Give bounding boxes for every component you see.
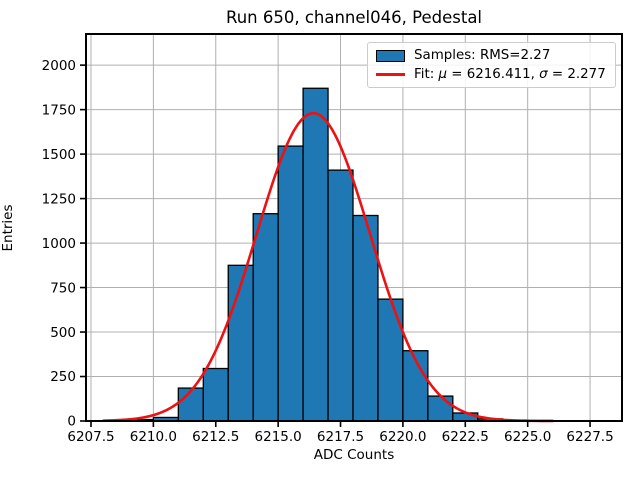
y-tick-label: 1750 xyxy=(42,102,76,118)
x-tick-label: 6227.5 xyxy=(566,429,613,445)
x-tick-label: 6207.5 xyxy=(67,429,114,445)
y-tick-label: 750 xyxy=(50,280,76,296)
y-tick-label: 1250 xyxy=(42,191,76,207)
x-tick-label: 6225.0 xyxy=(504,429,551,445)
x-tick-label: 6217.5 xyxy=(317,429,364,445)
fit-curve xyxy=(102,111,554,423)
histogram-bar xyxy=(227,264,254,422)
histogram-bar xyxy=(177,387,204,422)
fit-line-swatch xyxy=(376,73,405,76)
y-tick-label: 1000 xyxy=(42,236,76,252)
histogram-patch-swatch xyxy=(376,49,405,62)
histogram-bar xyxy=(327,169,354,422)
y-tick-label: 250 xyxy=(50,369,76,385)
y-tick-label: 500 xyxy=(50,325,76,341)
histogram-bar xyxy=(377,298,404,422)
x-tick-label: 6212.5 xyxy=(192,429,239,445)
histogram-bar xyxy=(427,395,454,422)
histogram-bar xyxy=(252,213,279,422)
x-tick-label: 6220.0 xyxy=(379,429,426,445)
y-tick-label: 2000 xyxy=(42,58,76,74)
x-tick-label: 6210.0 xyxy=(130,429,177,445)
x-tick-labels: 6207.5 6210.0 6212.5 6215.0 6217.5 6220.0 6222… xyxy=(67,422,614,445)
y-tick-labels: 0 250 500 750 1000 1250 1500 1750 2000 xyxy=(42,58,85,430)
y-axis-label: Entries xyxy=(0,204,16,252)
legend-item-fit: Fit: μ = 6216.411, σ = 2.277 xyxy=(376,65,607,84)
y-tick-label: 0 xyxy=(67,414,76,430)
axes-frame xyxy=(85,33,623,422)
legend-item-samples: Samples: RMS=2.27 xyxy=(376,46,607,65)
chart-title: Run 650, channel046, Pedestal xyxy=(225,8,483,27)
y-tick-label: 1500 xyxy=(42,147,76,163)
legend-fit-label: Fit: μ = 6216.411, σ = 2.277 xyxy=(414,67,606,82)
legend-samples-label: Samples: RMS=2.27 xyxy=(414,48,551,63)
x-axis-label: ADC Counts xyxy=(313,447,395,463)
histogram-bar xyxy=(302,87,329,422)
x-tick-label: 6215.0 xyxy=(255,429,302,445)
histogram-bar xyxy=(277,145,304,422)
histogram-bar xyxy=(402,350,429,422)
x-tick-label: 6222.5 xyxy=(442,429,489,445)
legend: Samples: RMS=2.27 Fit: μ = 6216.411, σ =… xyxy=(367,42,616,88)
histogram-bar xyxy=(202,367,229,422)
